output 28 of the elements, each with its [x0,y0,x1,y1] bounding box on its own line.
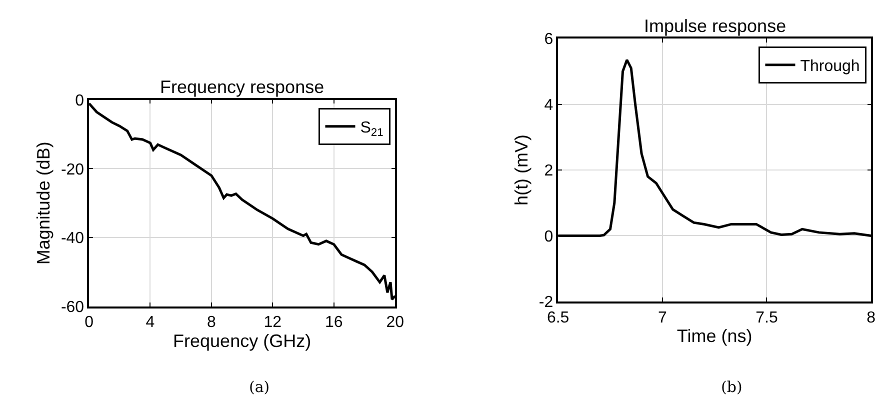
y-tick-label: 0 [75,92,84,110]
x-tick-label: 8 [206,314,216,332]
text: (b) [721,378,742,396]
x-tick-label: 6.5 [546,309,570,326]
x-axis-title: Time (ns) [676,326,752,346]
y-tick-label: 6 [544,31,554,48]
y-tick-label: 2 [544,162,554,180]
y-tick-label: -60 [60,298,84,316]
y-tick-label: -40 [60,230,84,248]
legend-label: S$_{21}$ [360,120,384,139]
y-tick-label: 0 [544,228,554,246]
text: (a) [249,378,270,396]
y-axis-title: h(t) (mV) [512,134,532,206]
legend-label: Through [800,58,860,76]
y-tick-label: -20 [60,161,84,178]
x-axis-title: Frequency (GHz) [173,331,312,352]
x-tick-label: 7.5 [756,309,778,326]
chart-title: Frequency response [160,77,324,97]
chart-title: Impulse response [644,16,786,36]
x-tick-label: 8 [866,309,876,326]
y-axis-title: Magnitude (dB) [34,142,54,265]
x-tick-label: 4 [146,314,155,332]
x-tick-label: 7 [658,309,667,326]
x-tick-label: 12 [264,314,282,332]
y-tick-label: 4 [544,96,554,114]
x-tick-label: 16 [324,314,343,332]
y-tick-label: -2 [538,294,554,312]
x-tick-label: 20 [386,314,404,332]
